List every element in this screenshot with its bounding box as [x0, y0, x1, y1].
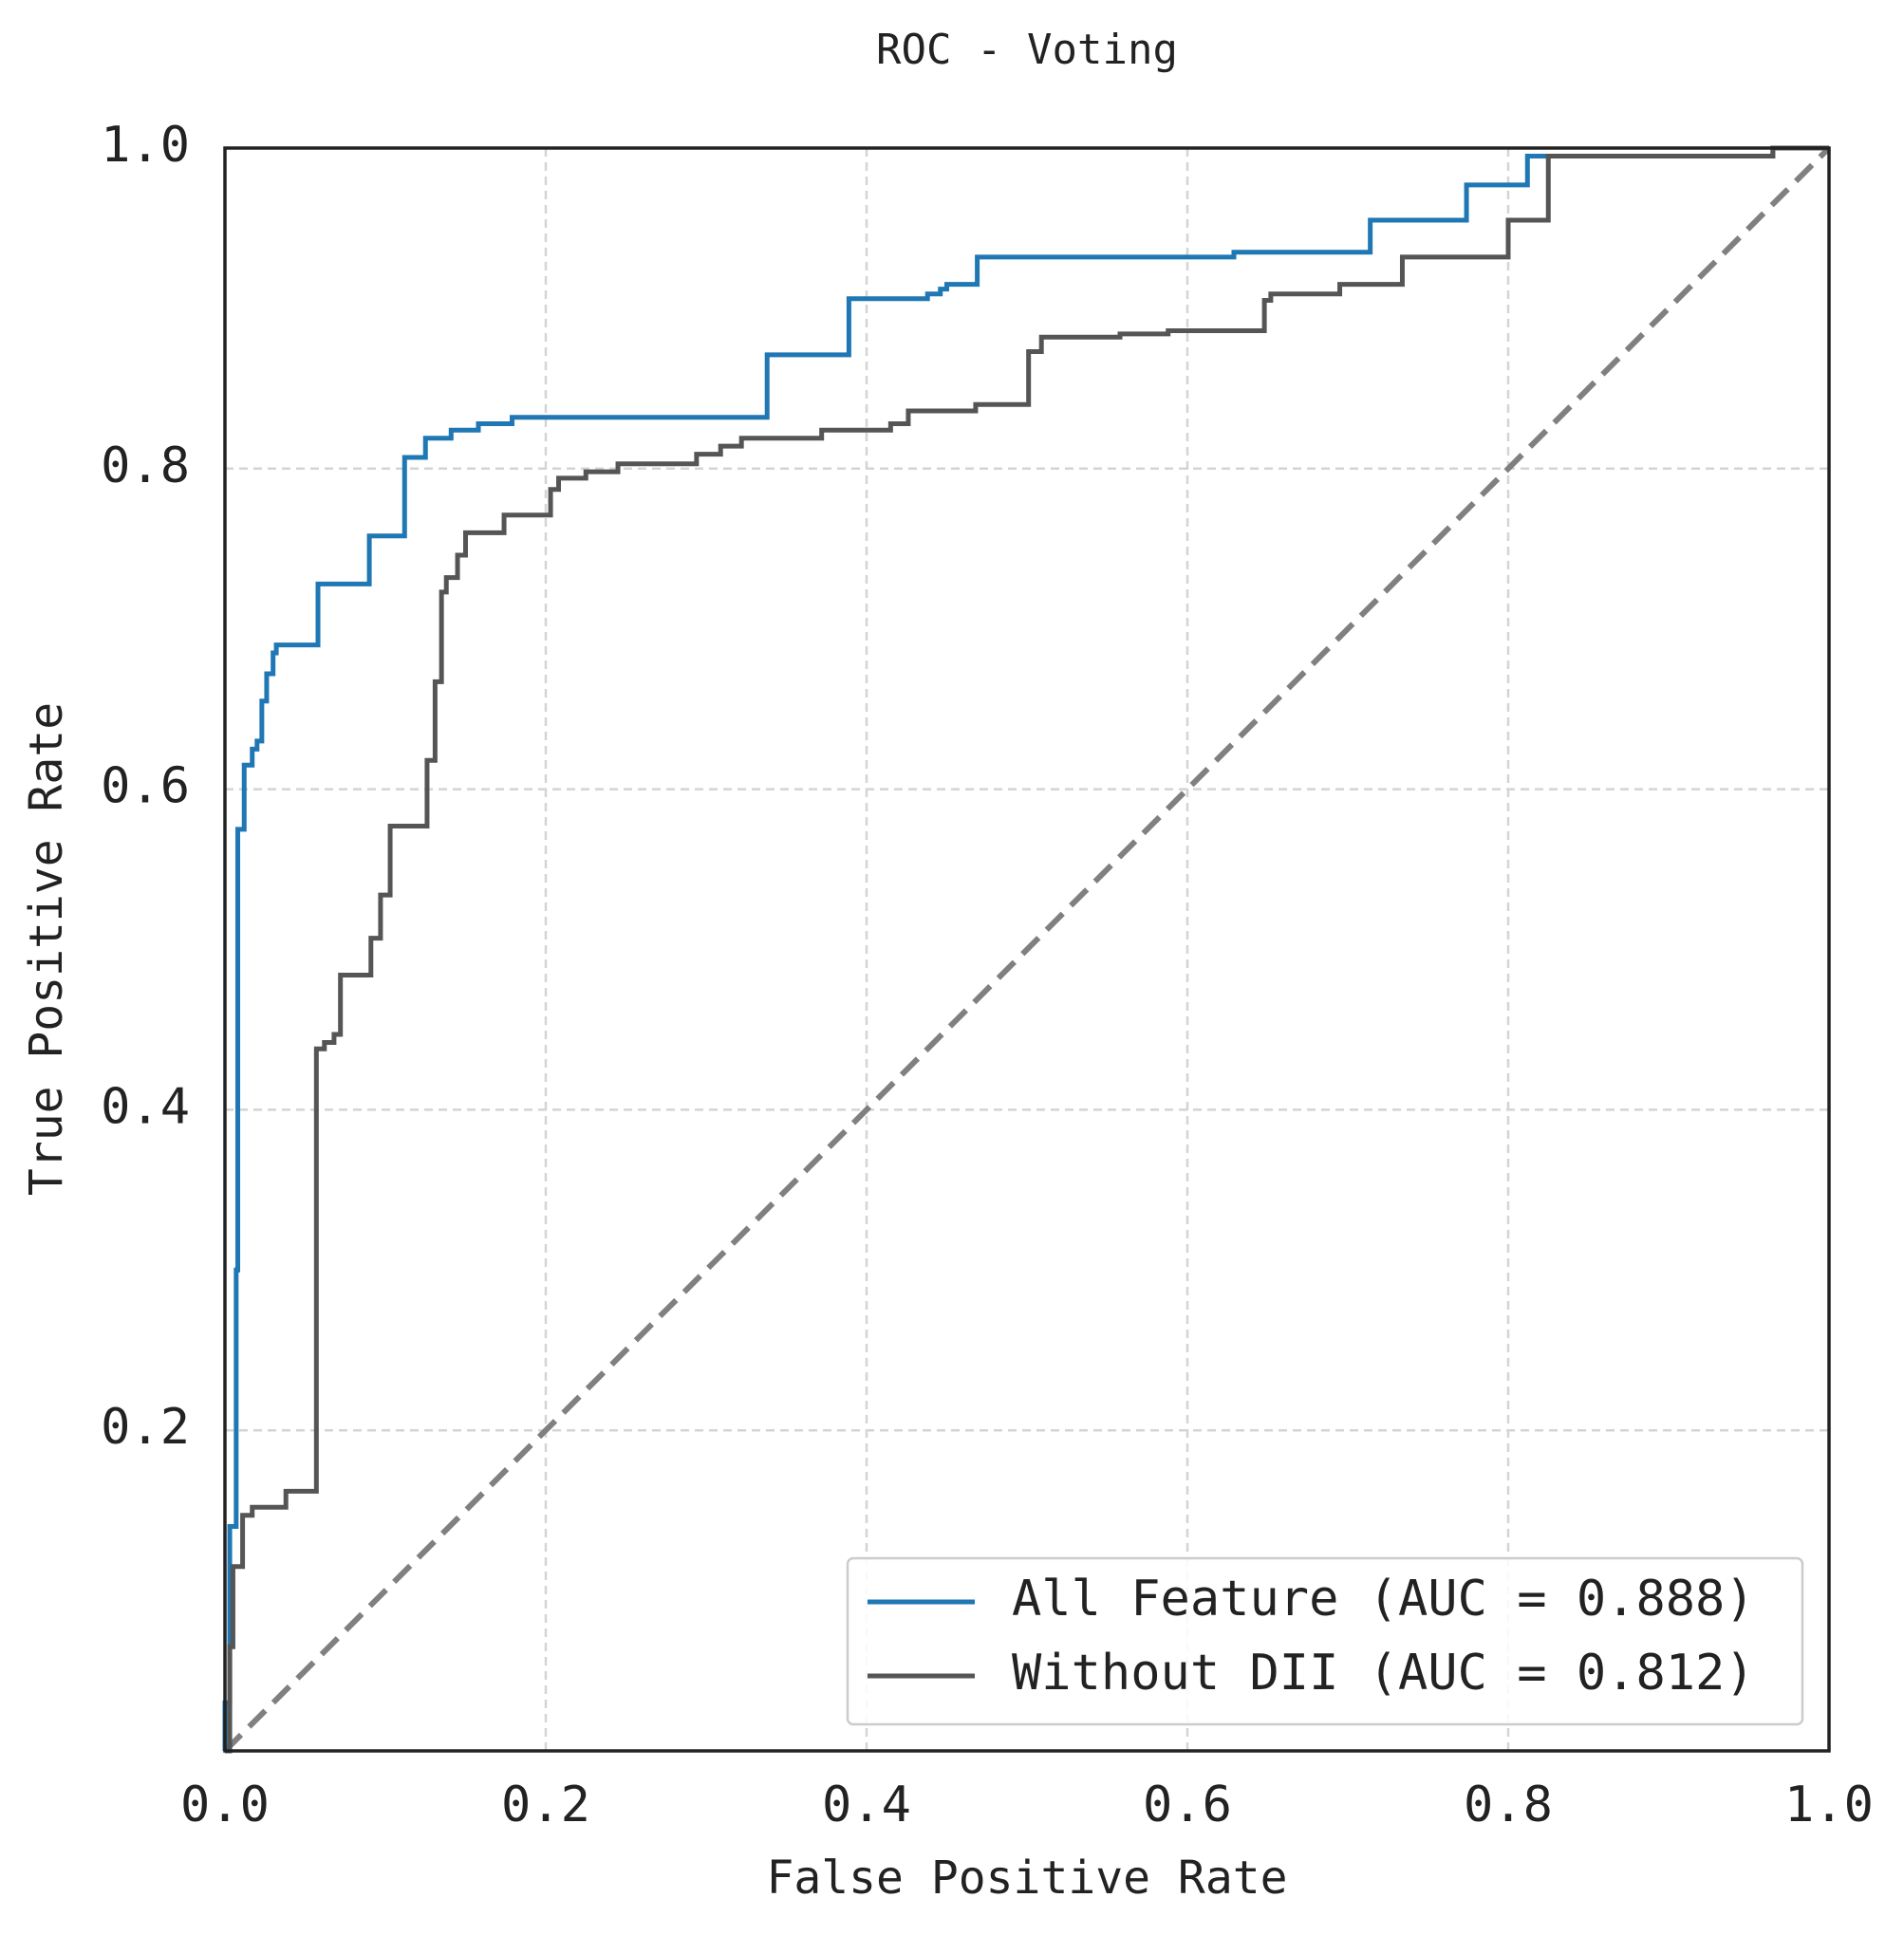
legend-label: All Feature (AUC = 0.888)	[1012, 1571, 1755, 1628]
y-tick-label: 0.6	[101, 758, 190, 815]
legend-box	[846, 1556, 1804, 1726]
x-tick-label: 0.8	[1464, 1777, 1553, 1833]
y-tick-label: 0.8	[101, 437, 190, 494]
y-axis-label: True Positive Rate	[20, 702, 73, 1196]
y-tick-label: 0.4	[101, 1078, 190, 1135]
reference-diagonal	[222, 145, 1832, 1754]
y-tick-label: 0.2	[101, 1399, 190, 1456]
x-axis-label: False Positive Rate	[766, 1851, 1287, 1905]
x-tick-label: 0.4	[822, 1777, 911, 1833]
roc-curve	[222, 145, 1829, 1751]
x-tick-label: 0.2	[501, 1777, 590, 1833]
roc-curve	[225, 145, 1829, 1754]
chart-title: ROC - Voting	[876, 26, 1178, 74]
x-tick-label: 0.6	[1143, 1777, 1232, 1833]
y-tick-label: 1.0	[101, 117, 190, 174]
legend-label: Without DII (AUC = 0.812)	[1012, 1645, 1755, 1702]
plot-frame	[223, 146, 1831, 1753]
x-tick-label: 0.0	[180, 1777, 270, 1833]
x-tick-label: 1.0	[1784, 1777, 1874, 1833]
